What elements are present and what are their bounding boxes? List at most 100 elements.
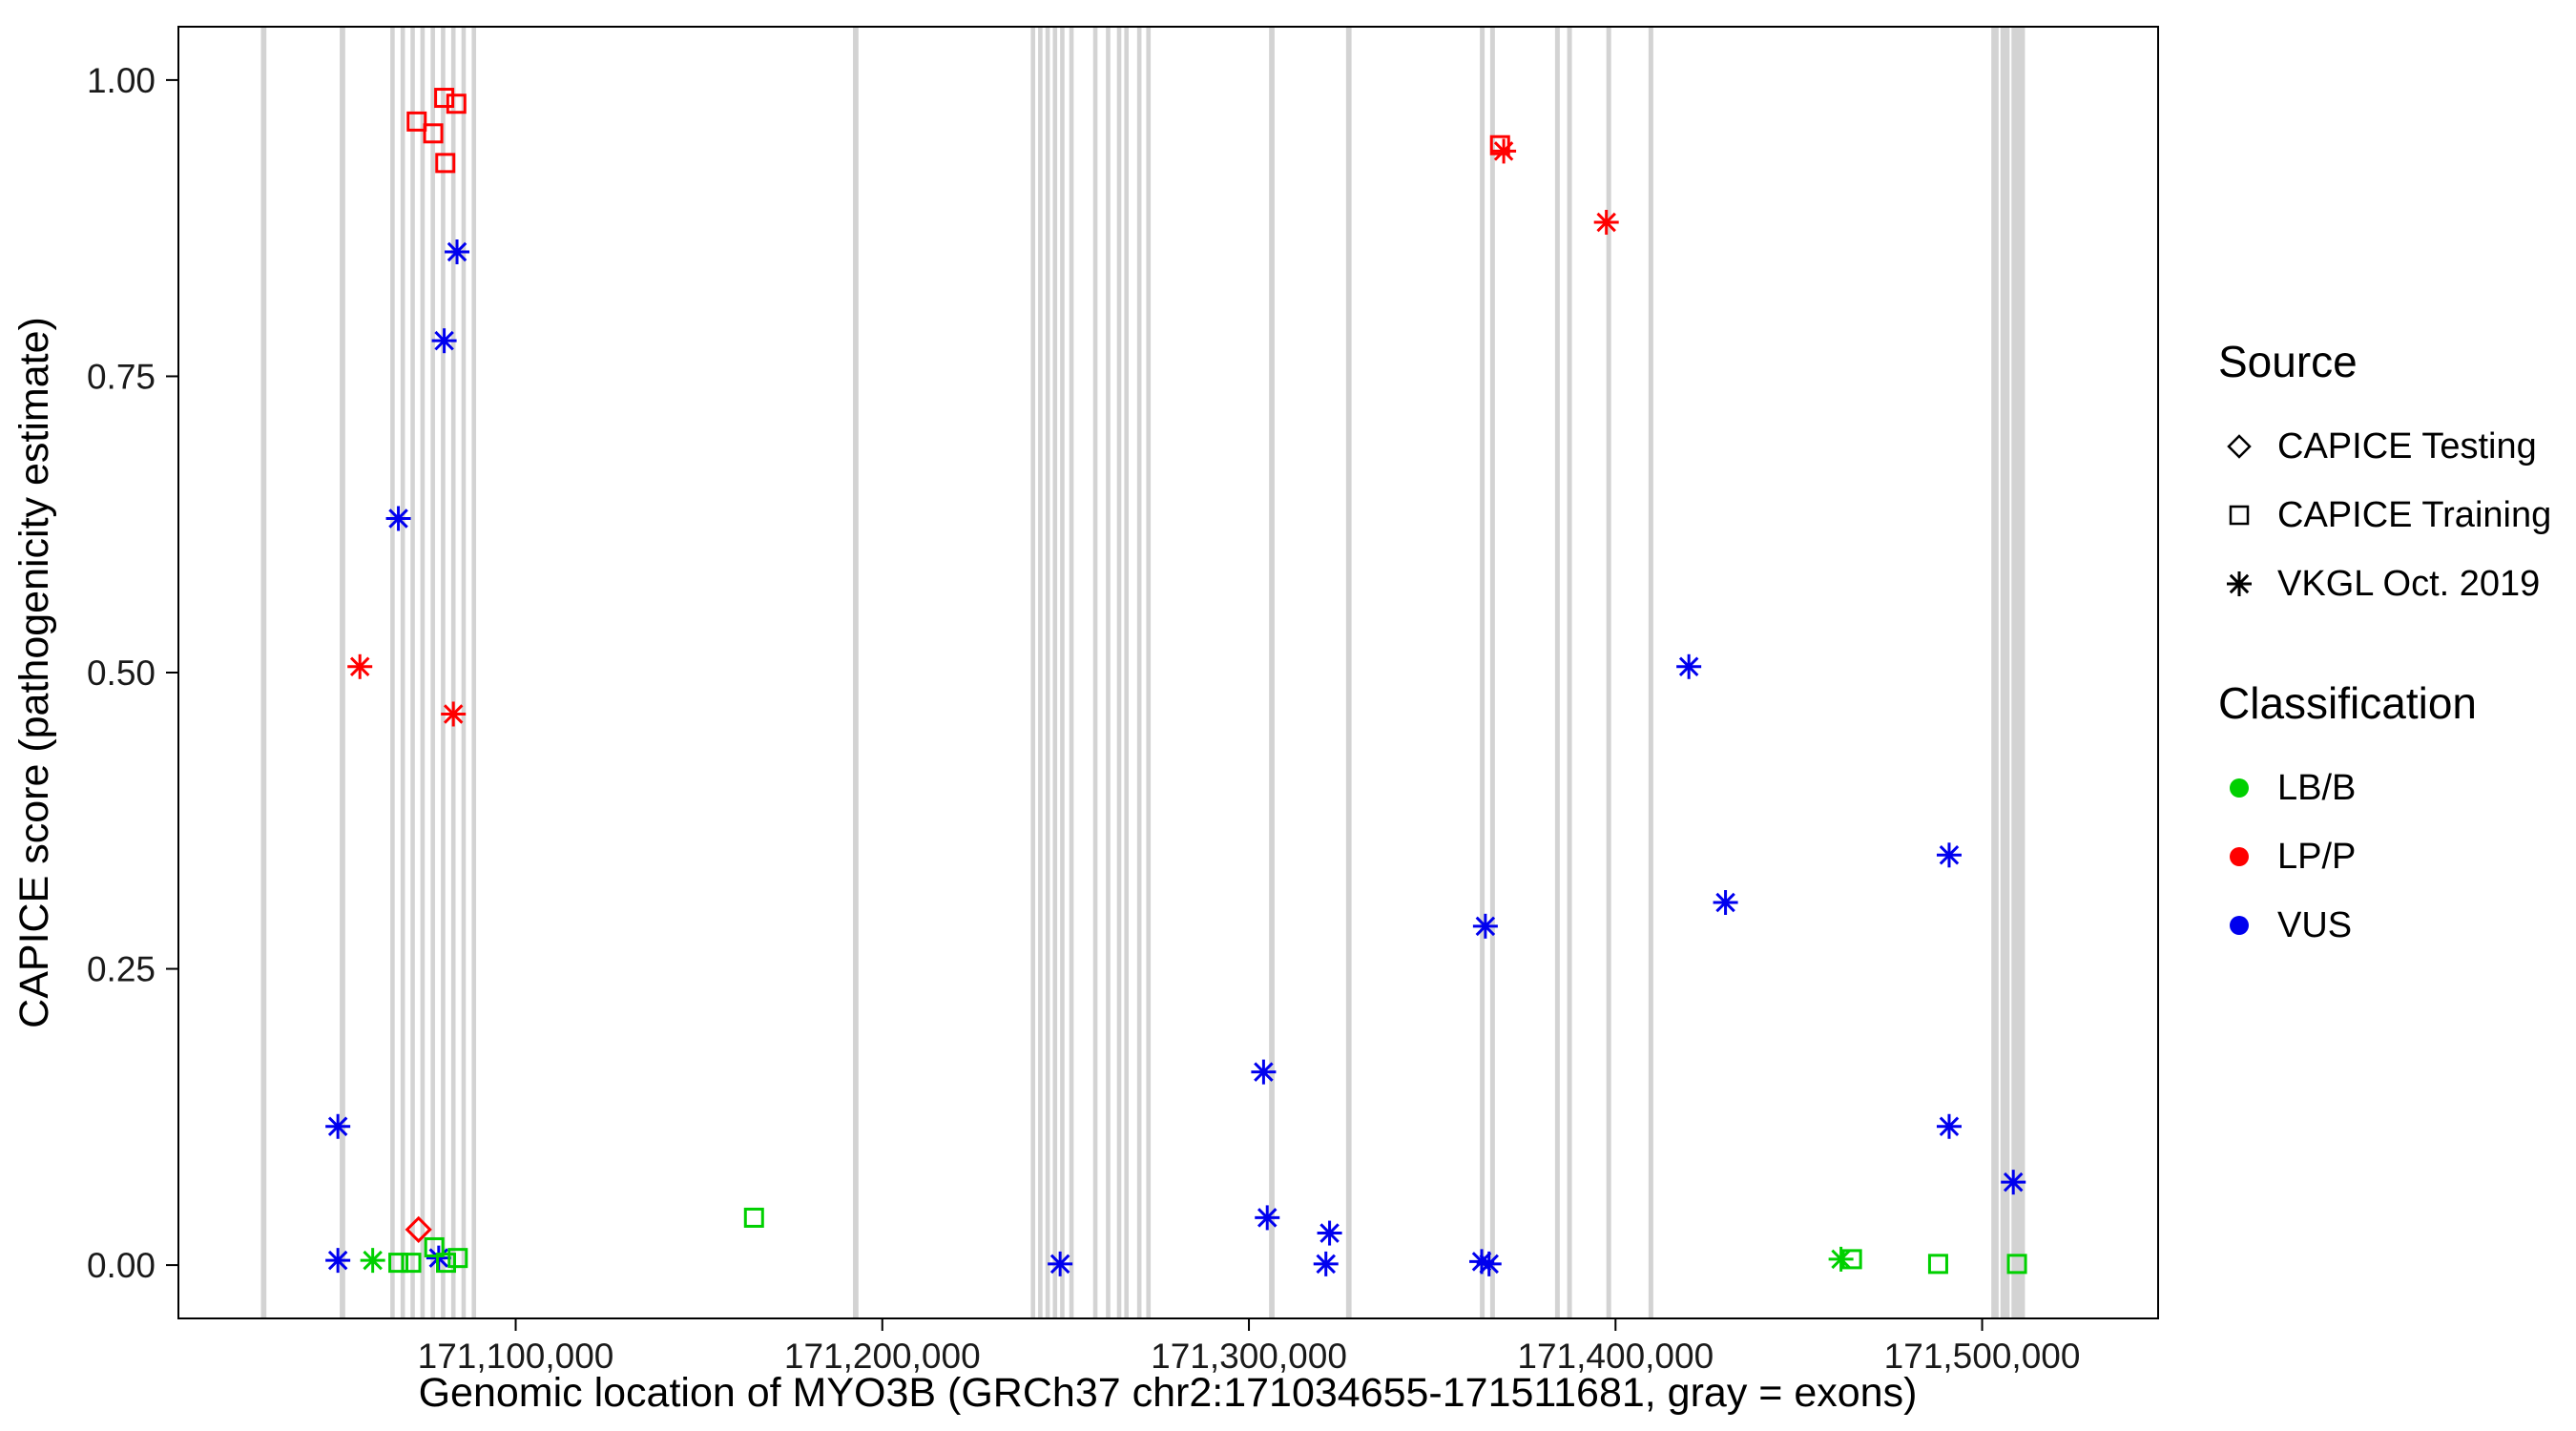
legend: Source CAPICE Testing CAPICE Training bbox=[2218, 336, 2551, 960]
data-point bbox=[1475, 916, 1496, 937]
legend-item-capice-training: CAPICE Training bbox=[2218, 481, 2551, 550]
data-point bbox=[743, 1207, 764, 1228]
exon-band bbox=[1269, 27, 1275, 1318]
data-point bbox=[434, 330, 454, 351]
exon-band bbox=[1480, 27, 1485, 1318]
data-point bbox=[436, 1253, 457, 1274]
exon-band bbox=[853, 27, 859, 1318]
exon-band bbox=[1146, 27, 1152, 1318]
legend-item-capice-testing: CAPICE Testing bbox=[2218, 412, 2551, 481]
exon-band bbox=[1991, 27, 1999, 1318]
asterisk-icon bbox=[2227, 571, 2252, 596]
legend-item-label: LB/B bbox=[2277, 767, 2357, 808]
legend-source: Source CAPICE Testing CAPICE Training bbox=[2218, 336, 2551, 618]
exon-band bbox=[1567, 27, 1572, 1318]
legend-item-label: VUS bbox=[2277, 904, 2353, 945]
data-point bbox=[1254, 1062, 1274, 1082]
data-point bbox=[1715, 892, 1735, 913]
data-point bbox=[2003, 1172, 2024, 1192]
exon-band bbox=[1030, 27, 1036, 1318]
exon-band bbox=[1606, 27, 1611, 1318]
data-point bbox=[1596, 212, 1616, 233]
y-axis-tick-label: 1.00 bbox=[87, 61, 156, 100]
exon-band bbox=[1124, 27, 1129, 1318]
data-point bbox=[423, 123, 444, 144]
x-axis-tick-label: 171,300,000 bbox=[1151, 1337, 1347, 1376]
data-point bbox=[1479, 1254, 1499, 1275]
exon-band bbox=[2011, 27, 2025, 1318]
legend-source-title: Source bbox=[2218, 337, 2358, 386]
data-point bbox=[401, 1253, 422, 1274]
legend-item-label: CAPICE Training bbox=[2277, 494, 2552, 535]
exon-band bbox=[400, 27, 405, 1318]
exon-band bbox=[410, 27, 415, 1318]
data-point bbox=[1319, 1223, 1340, 1243]
green-dot-icon bbox=[2230, 778, 2249, 798]
data-point bbox=[447, 1248, 468, 1269]
exon-band bbox=[1092, 27, 1098, 1318]
data-point bbox=[405, 1215, 432, 1243]
exon-band bbox=[1038, 27, 1043, 1318]
diamond-icon bbox=[2227, 434, 2252, 459]
exon-band bbox=[1106, 27, 1111, 1318]
exon-band bbox=[471, 27, 477, 1318]
exon-band bbox=[1648, 27, 1653, 1318]
red-dot-icon bbox=[2230, 847, 2249, 866]
exon-band bbox=[390, 27, 395, 1318]
exon-band bbox=[1554, 27, 1560, 1318]
x-axis-tick-label: 171,500,000 bbox=[1884, 1337, 2081, 1376]
legend-item-vus: VUS bbox=[2218, 891, 2551, 960]
data-point bbox=[446, 93, 467, 114]
data-point bbox=[435, 153, 456, 174]
exon-band bbox=[1052, 27, 1058, 1318]
exon-band bbox=[430, 27, 435, 1318]
y-axis-title: CAPICE score (pathogenicity estimate) bbox=[11, 317, 57, 1028]
exon-band bbox=[461, 27, 467, 1318]
data-point bbox=[1927, 1254, 1948, 1275]
data-point bbox=[406, 111, 427, 132]
x-axis-tick-label: 171,100,000 bbox=[418, 1337, 614, 1376]
legend-item-label: LP/P bbox=[2277, 836, 2357, 877]
data-point bbox=[1471, 1252, 1492, 1272]
exon-band bbox=[441, 27, 446, 1318]
exon-band bbox=[450, 27, 456, 1318]
data-point bbox=[447, 241, 467, 262]
data-point bbox=[424, 1236, 445, 1257]
exon-band bbox=[340, 27, 345, 1318]
data-point bbox=[2006, 1254, 2027, 1275]
exon-band bbox=[1060, 27, 1065, 1318]
square-icon bbox=[2229, 505, 2250, 526]
data-point bbox=[1493, 141, 1514, 161]
exon-band bbox=[2000, 27, 2010, 1318]
x-axis-title: Genomic location of MYO3B (GRCh37 chr2:1… bbox=[419, 1370, 1918, 1416]
data-point bbox=[1939, 845, 1960, 865]
y-axis-tick-label: 0.00 bbox=[87, 1246, 156, 1285]
exon-band bbox=[1045, 27, 1050, 1318]
data-point bbox=[1049, 1254, 1070, 1275]
data-point bbox=[349, 656, 370, 677]
y-axis-tick-label: 0.75 bbox=[87, 357, 156, 396]
legend-classification-title: Classification bbox=[2218, 678, 2477, 728]
data-point bbox=[1841, 1249, 1862, 1270]
data-point bbox=[1678, 656, 1699, 677]
legend-classification: Classification LB/B LP/P VUS bbox=[2218, 677, 2551, 960]
exon-band bbox=[1116, 27, 1122, 1318]
data-point bbox=[1316, 1254, 1336, 1275]
x-axis-tick-label: 171,200,000 bbox=[784, 1337, 981, 1376]
x-axis-tick-label: 171,400,000 bbox=[1517, 1337, 1714, 1376]
exon-band bbox=[1069, 27, 1074, 1318]
legend-item-vkgl: VKGL Oct. 2019 bbox=[2218, 550, 2551, 618]
data-point bbox=[388, 508, 408, 529]
data-point bbox=[443, 704, 464, 724]
y-axis-tick-label: 0.25 bbox=[87, 950, 156, 989]
legend-item-lbb: LB/B bbox=[2218, 754, 2551, 822]
exon-band bbox=[1489, 27, 1495, 1318]
data-point bbox=[327, 1116, 348, 1137]
data-point bbox=[1831, 1249, 1851, 1270]
data-point bbox=[388, 1253, 409, 1274]
data-point bbox=[434, 88, 455, 109]
exon-band bbox=[420, 27, 426, 1318]
legend-item-lpp: LP/P bbox=[2218, 822, 2551, 891]
